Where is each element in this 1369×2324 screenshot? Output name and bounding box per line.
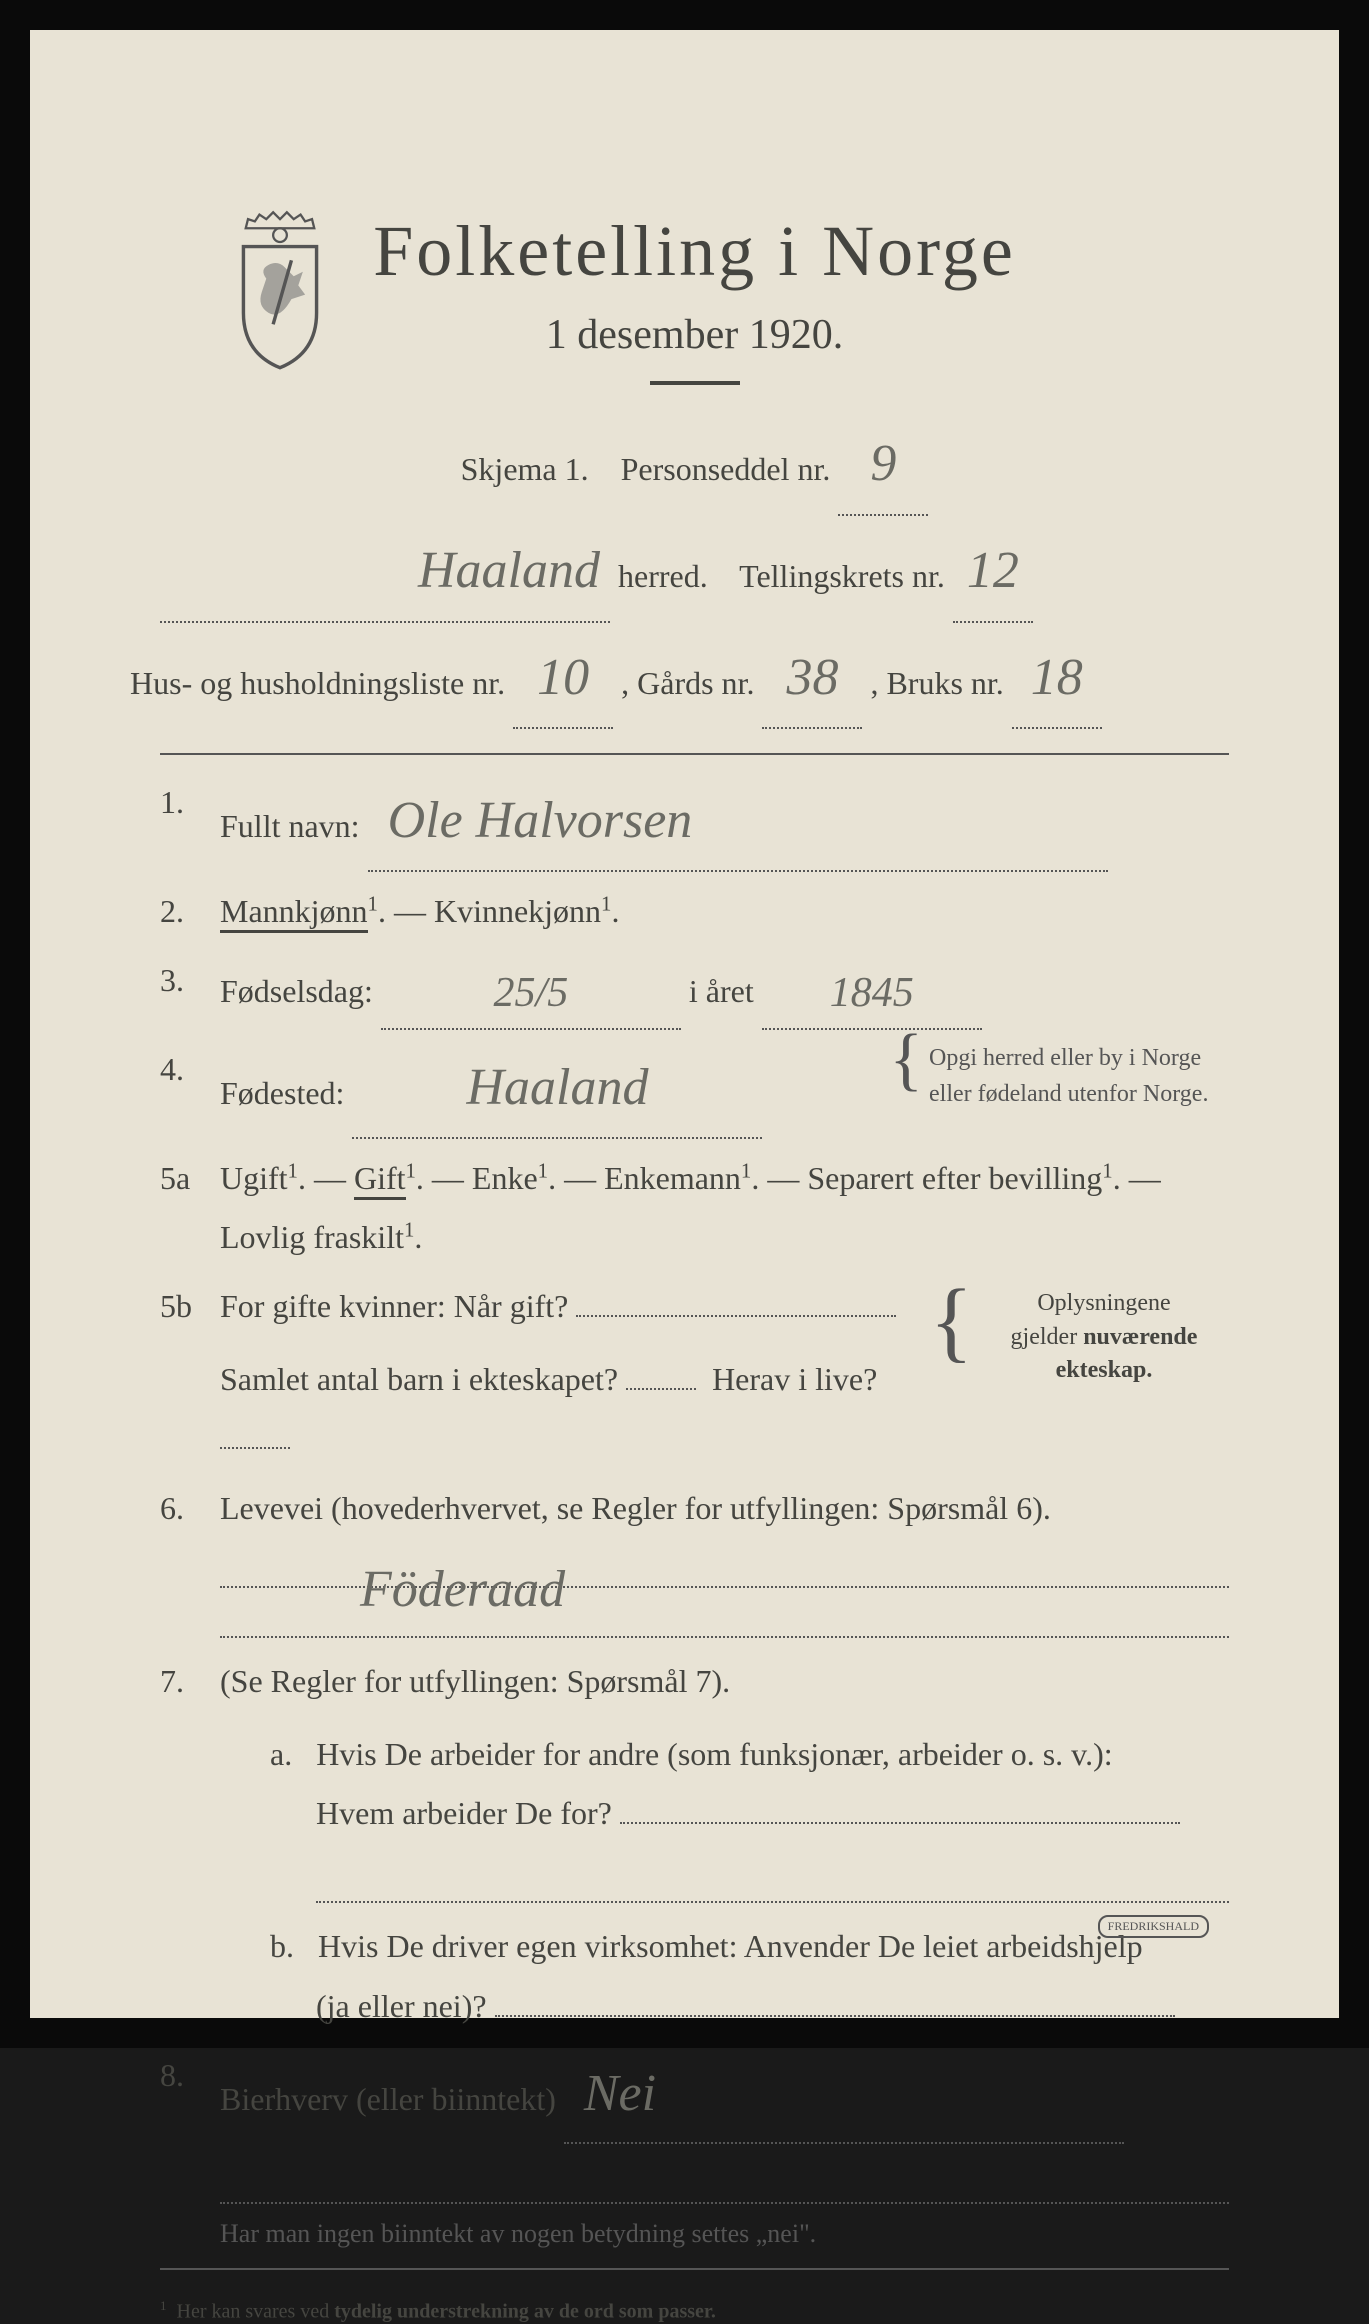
q8-note: Har man ingen biinntekt av nogen betydni… [220,2210,1229,2258]
q8-num: 8. [160,2046,220,2258]
herred-value: Haaland [418,542,600,599]
q4-label: Fødested: [220,1075,344,1111]
q7b-l1: Hvis De driver egen virksomhet: Anvender… [318,1928,1143,1964]
q6-num: 6. [160,1479,220,1642]
q7-label: (Se Regler for utfyllingen: Spørsmål 7). [220,1663,730,1699]
q5a-opt4: Separert efter bevilling [807,1160,1102,1196]
q5b-l2b: Herav i live? [712,1361,877,1397]
q4-value: Haaland [466,1059,648,1116]
q7: 7. (Se Regler for utfyllingen: Spørsmål … [160,1652,1229,2036]
q4: 4. Fødested: Haaland { Opgi herred eller… [160,1040,1229,1138]
q7b-num: b. [270,1928,294,1964]
q5b-note: Oplysningene gjelder nuværende ekteskap. [979,1277,1229,1388]
q5a-opt1: Gift [354,1160,406,1200]
q5a-opt0: Ugift [220,1160,288,1196]
q1-value: Ole Halvorsen [388,792,693,849]
q1: 1. Fullt navn: Ole Halvorsen [160,773,1229,871]
q2-num: 2. [160,882,220,941]
q8: 8. Bierhverv (eller biinntekt) Nei Har m… [160,2046,1229,2258]
section-rule-1 [160,753,1229,755]
q3-day: 25/5 [494,970,569,1016]
bruks-label: , Bruks nr. [870,665,1003,701]
q7a-l1: Hvis De arbeider for andre (som funksjon… [316,1736,1112,1772]
hus-nr: 10 [537,649,589,706]
q6: 6. Levevei (hovederhvervet, se Regler fo… [160,1479,1229,1642]
q8-label: Bierhverv (eller biinntekt) [220,2081,556,2117]
census-form-page: Folketelling i Norge 1 desember 1920. Sk… [0,0,1369,2048]
q5b-l2a: Samlet antal barn i ekteskapet? [220,1361,618,1397]
q7a-l2: Hvem arbeider De for? [316,1795,612,1831]
q7b-l2: (ja eller nei)? [316,1988,487,2024]
gaards-label: , Gårds nr. [621,665,754,701]
q3: 3. Fødselsdag: 25/5 i året 1845 [160,951,1229,1031]
brace-icon-2: { [930,1277,973,1367]
q3-label: Fødselsdag: [220,973,373,1009]
q5b-note-l3: ekteskap. [1056,1357,1153,1383]
q5a: 5a Ugift1. — Gift1. — Enke1. — Enkemann1… [160,1149,1229,1267]
q7-num: 7. [160,1652,220,2036]
q3-mid: i året [689,973,754,1009]
q4-note: Opgi herred eller by i Norge eller fødel… [929,1040,1229,1112]
q3-year: 1845 [830,970,914,1016]
sup-1a: 1 [368,892,378,915]
gaards-nr: 38 [786,649,838,706]
q5b-note-l2: gjelder nuværende [1011,1324,1198,1350]
q5b: 5b For gifte kvinner: Når gift? Samlet a… [160,1277,1229,1469]
q1-label: Fullt navn: [220,808,360,844]
form-id-line1: Skjema 1. Personseddel nr. 9 [160,415,1229,516]
q4-num: 4. [160,1040,220,1138]
footnote-marker: 1 [160,2298,167,2313]
tellingskrets-label: Tellingskrets nr. [739,558,945,594]
title-rule [650,381,740,385]
footnote-text-b: tydelig understrekning av de ord som pas… [334,2301,716,2323]
q1-num: 1. [160,773,220,871]
q4-note-l1: Opgi herred eller by i Norge [929,1045,1201,1071]
skjema-label: Skjema 1. [461,451,589,487]
personseddel-nr: 9 [870,435,896,492]
q5b-note-l1: Oplysningene [1037,1290,1170,1316]
tellingskrets-nr: 12 [967,542,1019,599]
q8-value: Nei [584,2065,656,2122]
q2-opt2: Kvinnekjønn [434,893,601,929]
brace-icon: { [889,1040,923,1080]
form-id-line2: Haaland herred. Tellingskrets nr. 12 [160,522,1229,623]
q5a-opt3: Enkemann [604,1160,741,1196]
q7a-num: a. [270,1736,292,1772]
herred-label: herred. [618,558,708,594]
q5b-num: 5b [160,1277,220,1469]
printer-mark: FREDRIKSHALD [1098,1915,1209,1938]
q2: 2. Mannkjønn1. — Kvinnekjønn1. [160,882,1229,941]
q6-label: Levevei (hovederhvervet, se Regler for u… [220,1490,1051,1526]
footnote-text-a: Her kan svares ved [177,2301,335,2323]
q6-value: Föderaad [360,1561,565,1618]
q2-opt1: Mannkjønn [220,893,368,933]
q5a-opt2: Enke [472,1160,538,1196]
q4-note-l2: eller fødeland utenfor Norge. [929,1081,1208,1107]
sup-1b: 1 [601,892,611,915]
coat-of-arms-icon [220,210,340,370]
footnote: 1 Her kan svares ved tydelig understrekn… [160,2298,1229,2324]
q2-dash: — [394,893,434,929]
q5b-l1a: For gifte kvinner: Når gift? [220,1288,568,1324]
form-id-line3: Hus- og husholdningsliste nr. 10 , Gårds… [130,629,1229,730]
hus-label: Hus- og husholdningsliste nr. [130,665,505,701]
personseddel-label: Personseddel nr. [621,451,831,487]
q3-num: 3. [160,951,220,1031]
section-rule-2 [160,2268,1229,2270]
q5a-num: 5a [160,1149,220,1267]
q5a-opt5: Lovlig fraskilt [220,1219,404,1255]
bruks-nr: 18 [1031,649,1083,706]
